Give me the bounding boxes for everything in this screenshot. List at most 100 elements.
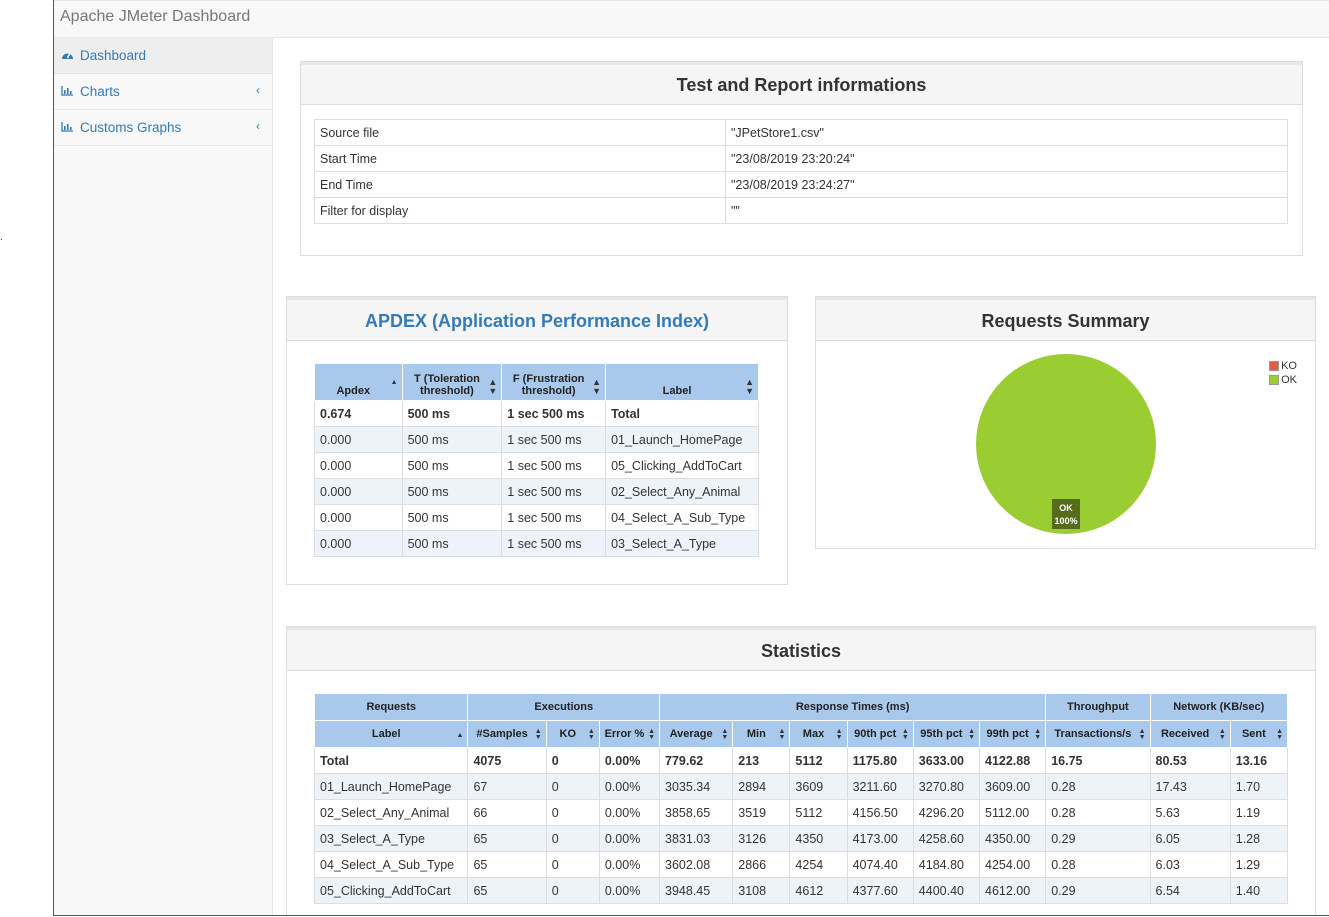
column-header-label: Label [371,728,401,740]
table-cell: 3948.45 [659,877,734,904]
top-navbar: Apache JMeter Dashboard [54,0,1329,38]
pie-slice-ok[interactable] [976,354,1156,534]
sort-icon[interactable]: ▲ ▼ [1276,728,1283,741]
apdex-column-header[interactable]: T (Toleration threshold) ▲ ▼ [401,363,503,401]
table-cell: 0 [545,851,600,878]
column-header-label: 95th pct [920,728,963,740]
stats-column-header[interactable]: Max ▲ ▼ [789,720,848,748]
stats-column-header[interactable]: Average ▲ ▼ [659,720,734,748]
info-panel-title: Test and Report informations [301,62,1302,105]
sort-asc-icon[interactable]: ▲ [456,732,464,739]
sort-icon[interactable]: ▲ ▼ [778,728,786,741]
info-row: Source file "JPetStore1.csv" [314,119,1288,146]
table-cell: 5112.00 [978,799,1047,826]
table-cell: 500 ms [401,504,503,531]
stats-column-header[interactable]: 90th pct ▲ ▼ [846,720,914,748]
legend-item-ok[interactable]: OK [1269,373,1297,387]
sort-icon[interactable]: ▲ ▼ [592,377,602,396]
sort-icon[interactable]: ▲ ▼ [968,728,975,741]
sort-icon[interactable]: ▲ ▼ [488,377,498,396]
stats-group-header: Executions [467,693,661,721]
table-cell: 4184.80 [912,851,981,878]
table-cell: 0.29 [1045,877,1151,904]
statistics-title: Statistics [287,627,1315,671]
stats-column-header[interactable]: Error % ▲ ▼ [598,720,661,748]
sort-icon[interactable]: ▲ ▼ [1034,728,1042,741]
table-cell: 0 [545,773,600,800]
stats-column-header[interactable]: Transactions/s ▲ ▼ [1045,720,1151,748]
sort-icon[interactable]: ▲ ▼ [534,728,542,741]
stats-column-header[interactable]: Min ▲ ▼ [732,720,791,748]
table-cell: 3602.08 [659,851,734,878]
sort-icon[interactable]: ▲ ▼ [1218,728,1226,741]
requests-summary-pie-chart: OK 100% [976,354,1156,534]
table-cell: 80.53 [1149,747,1231,774]
table-cell: 0.000 [314,426,403,453]
sort-icon[interactable]: ▲ ▼ [745,377,754,396]
column-header-label: KO [559,728,577,740]
table-cell: 500 ms [401,452,503,479]
table-cell: 0.28 [1045,799,1151,826]
table-cell: 0.674 [314,400,403,427]
table-cell: 1 sec 500 ms [501,478,607,505]
table-row: 0.000 500 ms 1 sec 500 ms 05_Clicking_AddTo… [314,452,759,479]
sort-icon[interactable]: ▲ ▼ [1138,728,1146,741]
table-cell: 5112 [789,799,848,826]
apdex-column-header[interactable]: F (Frustration threshold) ▲ ▼ [501,363,607,401]
stats-column-header[interactable]: 99th pct ▲ ▼ [978,720,1047,748]
legend-item-ko[interactable]: KO [1269,359,1297,373]
table-cell: 3126 [732,825,791,852]
column-header-label: 99th pct [986,728,1029,740]
info-value: "23/08/2019 23:20:24" [725,145,1288,172]
sidebar-item-label: Dashboard [80,48,147,63]
stats-column-header[interactable]: Label ▲ [313,720,469,748]
table-cell: 0 [545,877,600,904]
table-cell: 4400.40 [912,877,981,904]
table-cell: 500 ms [401,400,503,427]
sidebar-item-charts[interactable]: Charts ‹ [54,74,272,110]
table-cell: 04_Select_A_Sub_Type [605,504,759,531]
statistics-panel: Statistics Requests Executions Response Ti… [286,626,1316,915]
sort-icon[interactable]: ▲ ▼ [901,728,909,741]
table-row: 03_Select_A_Type 65 0 0.00% 3831.03 3126 4350 4… [313,825,1289,852]
table-cell: 0.28 [1045,851,1151,878]
table-cell: 65 [467,825,547,852]
sort-icon[interactable]: ▲ ▼ [587,728,595,741]
stats-column-header[interactable]: KO ▲ ▼ [545,720,600,748]
table-cell: 4075 [467,747,547,774]
chevron-left-icon[interactable]: ‹ [256,119,260,133]
sort-icon[interactable]: ▲ ▼ [721,728,729,741]
apdex-column-header[interactable]: Label ▲ ▼ [605,363,759,401]
sidebar-item-customs-graphs[interactable]: Customs Graphs ‹ [54,110,272,146]
table-cell: 0.000 [314,530,403,557]
table-cell: 0.000 [314,478,403,505]
info-key: End Time [314,171,726,198]
table-row: 05_Clicking_AddToCart 65 0 0.00% 3948.45 3108… [313,877,1289,904]
column-header-label: F (Frustration threshold) [512,373,585,397]
apdex-column-header[interactable]: Apdex ▲ [314,363,403,401]
table-cell: 6.03 [1149,851,1231,878]
table-cell: 0.00% [598,825,661,852]
table-cell: 05_Clicking_AddToCart [313,877,469,904]
table-cell: 1.19 [1229,799,1289,826]
column-header-label: Max [802,728,825,740]
table-cell: 3633.00 [912,747,981,774]
sort-icon[interactable]: ▲ ▼ [835,728,843,741]
sidebar-item-dashboard[interactable]: Dashboard [54,38,272,74]
stats-column-header[interactable]: 95th pct ▲ ▼ [912,720,981,748]
apdex-panel-title: APDEX (Application Performance Index) [287,297,787,341]
sidebar-item-label: Customs Graphs [80,120,182,135]
app-title[interactable]: Apache JMeter Dashboard [60,8,251,25]
column-header-label: Label [662,385,692,397]
table-cell: 6.54 [1149,877,1231,904]
stats-column-header[interactable]: #Samples ▲ ▼ [467,720,547,748]
chevron-left-icon[interactable]: ‹ [256,83,260,97]
sort-asc-icon[interactable]: ▲ [390,379,398,386]
column-header-label: #Samples [476,728,528,740]
sort-icon[interactable]: ▲ ▼ [648,728,656,741]
table-cell: 1 sec 500 ms [501,504,607,531]
stats-column-header[interactable]: Received ▲ ▼ [1149,720,1231,748]
table-cell: 1 sec 500 ms [501,400,607,427]
stats-column-header[interactable]: Sent ▲ ▼ [1229,720,1289,748]
sidebar: Dashboard Charts ‹ Customs Graphs ‹ [54,38,273,915]
